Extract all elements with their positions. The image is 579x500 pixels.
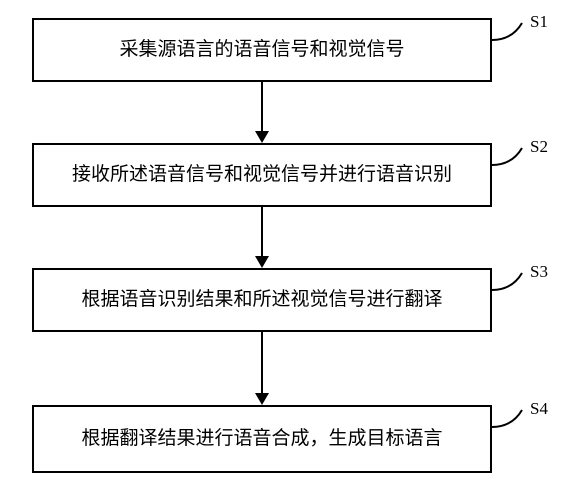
step-label-s3: S3 <box>530 262 548 282</box>
arrow-s3-s4 <box>255 332 269 405</box>
step-label-s4: S4 <box>530 399 548 419</box>
step-box-s1: 采集源语言的语音信号和视觉信号 <box>32 18 492 82</box>
step-text-s4: 根据翻译结果进行语音合成，生成目标语言 <box>81 426 442 453</box>
connector-s3 <box>492 270 532 300</box>
flowchart-diagram: 采集源语言的语音信号和视觉信号 S1 接收所述语音信号和视觉信号并进行语音识别 … <box>0 0 579 500</box>
step-box-s2: 接收所述语音信号和视觉信号并进行语音识别 <box>32 143 492 207</box>
step-box-s4: 根据翻译结果进行语音合成，生成目标语言 <box>32 405 492 473</box>
arrow-s1-s2 <box>255 82 269 143</box>
step-label-s2: S2 <box>530 137 548 157</box>
step-box-s3: 根据语音识别结果和所述视觉信号进行翻译 <box>32 268 492 332</box>
connector-s1 <box>492 20 532 50</box>
step-text-s2: 接收所述语音信号和视觉信号并进行语音识别 <box>72 162 452 189</box>
arrow-s2-s3 <box>255 207 269 268</box>
step-text-s1: 采集源语言的语音信号和视觉信号 <box>119 37 404 64</box>
step-text-s3: 根据语音识别结果和所述视觉信号进行翻译 <box>81 287 442 314</box>
connector-s4 <box>492 407 532 437</box>
connector-s2 <box>492 145 532 175</box>
step-label-s1: S1 <box>530 12 548 32</box>
